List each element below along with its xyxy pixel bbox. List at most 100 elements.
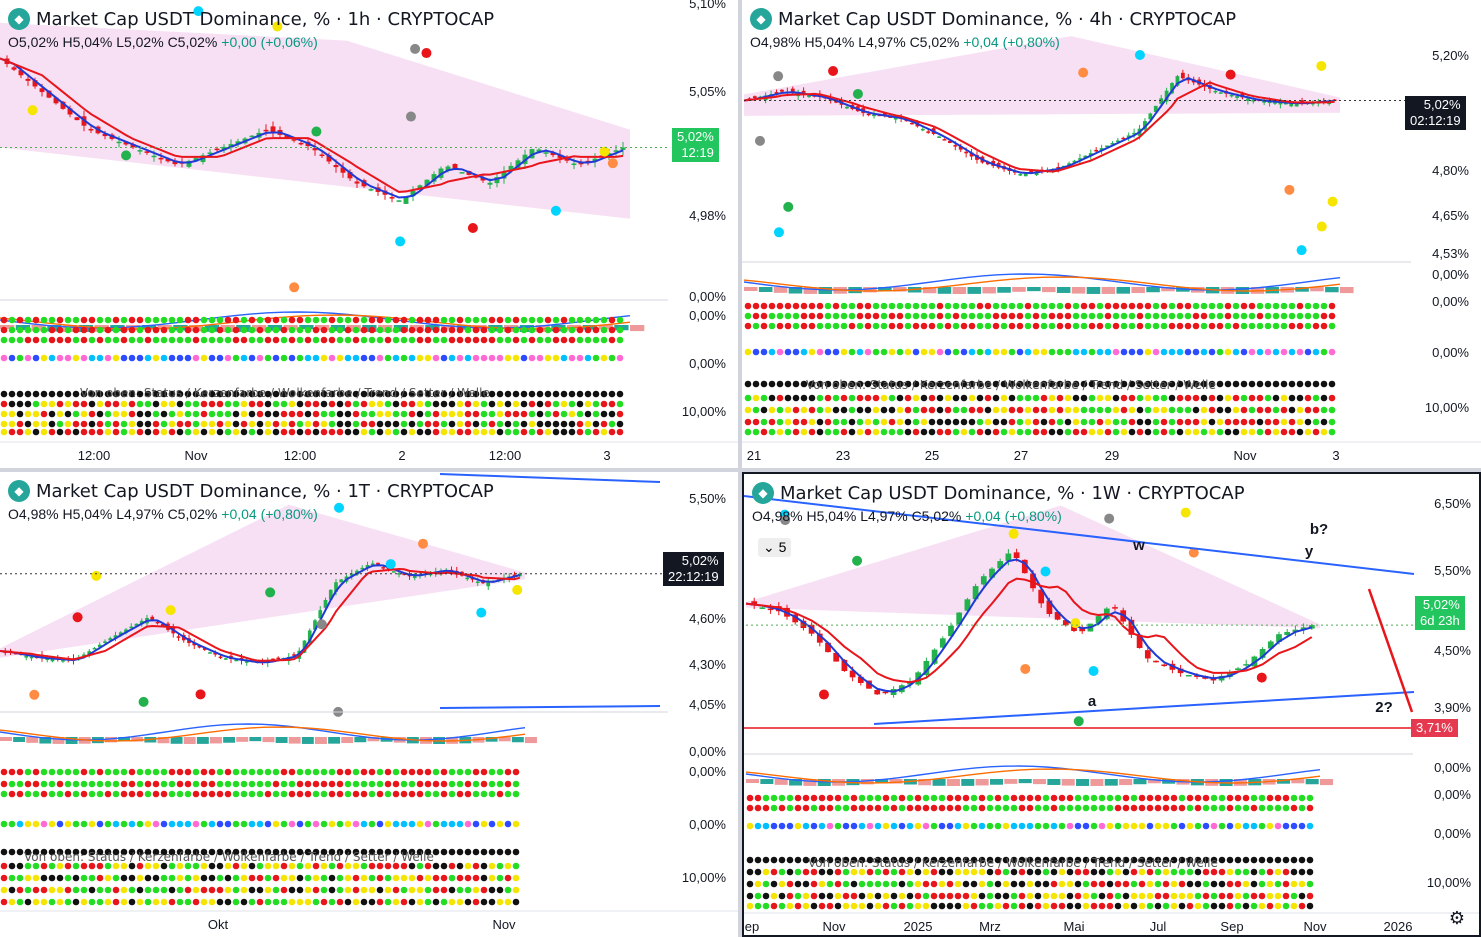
indicator-dot: [144, 400, 152, 408]
indicator-dot: [448, 400, 456, 408]
indicator-dot: [1064, 312, 1072, 320]
indicator-dot: [80, 848, 88, 856]
indicator-dot: [256, 400, 264, 408]
indicator-dot: [256, 790, 264, 798]
indicator-dot: [448, 390, 456, 398]
indicator-dot: [1000, 394, 1008, 402]
indicator-dot: [440, 410, 448, 418]
collapse-count-button[interactable]: ⌄ 5: [758, 538, 792, 557]
indicator-dot: [72, 326, 80, 334]
chart-1h[interactable]: 5,10%5,05%4,98%0,00%0,00%0,00%10,00%12:0…: [0, 0, 738, 468]
indicator-dot: [232, 768, 240, 776]
panel-1d[interactable]: 5,50% 4,60% 4,30% 4,05% 0,00% 0,00% 0,00% 10,00…: [0, 472, 738, 937]
indicator-dot: [144, 768, 152, 776]
indicator-dot: [746, 902, 754, 910]
indicator-dot: [936, 394, 944, 402]
indicator-dot: [778, 868, 786, 876]
chart-1d[interactable]: 5,50%4,60%4,30%4,05%0,00%0,00%0,00%10,00…: [0, 472, 738, 937]
indicator-dot: [192, 820, 200, 828]
indicator-dot: [392, 336, 400, 344]
indicator-dot: [464, 410, 472, 418]
indicator-dot: [1298, 902, 1306, 910]
indicator-dot: [136, 354, 144, 362]
horizontal-divider[interactable]: [0, 468, 1481, 472]
indicator-dot: [480, 336, 488, 344]
indicator-dot: [24, 874, 32, 882]
wave-label: b?: [1310, 521, 1328, 538]
indicator-dot: [312, 768, 320, 776]
indicator-dot: [746, 822, 754, 830]
candle-body: [767, 608, 774, 611]
indicator-dot: [56, 780, 64, 788]
indicator-dot: [288, 898, 296, 906]
indicator-dot: [264, 326, 272, 334]
indicator-dot: [408, 790, 416, 798]
candle-body: [24, 655, 29, 658]
indicator-dot: [240, 400, 248, 408]
indicator-dot: [1210, 856, 1218, 864]
indicator-dot: [96, 768, 104, 776]
indicator-dot: [1208, 406, 1216, 414]
indicator-dot: [336, 848, 344, 856]
indicator-dot: [986, 804, 994, 812]
indicator-dot: [810, 892, 818, 900]
indicator-dot: [136, 390, 144, 398]
indicator-dot: [914, 892, 922, 900]
indicator-dot: [512, 316, 520, 324]
indicator-dot: [112, 848, 120, 856]
indicator-dot: [592, 336, 600, 344]
panel-1w[interactable]: 6,50% 5,50% 4,50% 3,90% 0,00% 0,00% 0,00% 10,00…: [742, 472, 1481, 937]
indicator-dot: [0, 326, 8, 334]
indicator-dot: [384, 326, 392, 334]
indicator-dot: [760, 380, 768, 388]
chart-1w[interactable]: 6,50%5,50%4,50%3,90%0,00%0,00%0,00%10,00…: [744, 474, 1481, 937]
price-axis-label: 5,10%: [689, 0, 726, 11]
indicator-dot: [1160, 394, 1168, 402]
indicator-dot: [928, 418, 936, 426]
indicator-dot: [872, 418, 880, 426]
indicator-dot: [248, 862, 256, 870]
indicator-dot: [1008, 406, 1016, 414]
indicator-dot: [1112, 418, 1120, 426]
panel-4h[interactable]: 5,20% 4,80% 4,65% 4,53% 0,00% 0,00% 0,00% 10,00…: [742, 0, 1481, 468]
indicator-dot: [528, 326, 536, 334]
indicator-dot: [448, 420, 456, 428]
indicator-dot: [168, 326, 176, 334]
indicator-dot: [872, 406, 880, 414]
indicator-dot: [1242, 804, 1250, 812]
indicator-dot: [200, 390, 208, 398]
indicator-dot: [1146, 868, 1154, 876]
indicator-dot: [1026, 856, 1034, 864]
indicator-dot: [1264, 322, 1272, 330]
settings-gear-icon[interactable]: ⚙: [1448, 908, 1465, 928]
indicator-dot: [1088, 302, 1096, 310]
indicator-dot: [824, 302, 832, 310]
indicator-dot: [464, 390, 472, 398]
macd-histogram-bar: [774, 779, 788, 785]
indicator-dot: [1232, 406, 1240, 414]
indicator-dot: [1186, 880, 1194, 888]
indicator-dot: [208, 862, 216, 870]
indicator-dot: [480, 390, 488, 398]
indicator-dot: [834, 822, 842, 830]
chart-4h[interactable]: 5,20%4,80%4,65%4,53%0,00%0,00%0,00%10,00…: [742, 0, 1481, 468]
indicator-dot: [16, 410, 24, 418]
indicator-dot: [1042, 902, 1050, 910]
indicator-dot: [512, 326, 520, 334]
indicator-dot: [144, 428, 152, 436]
macd-histogram-bar: [1071, 287, 1086, 294]
indicator-dot: [1290, 880, 1298, 888]
indicator-dot: [1128, 394, 1136, 402]
indicator-dot: [192, 790, 200, 798]
indicator-dot: [304, 886, 312, 894]
indicator-dot: [160, 400, 168, 408]
indicator-dot: [424, 326, 432, 334]
indicator-dot: [376, 820, 384, 828]
macd-histogram-bar: [13, 737, 26, 742]
indicator-dot: [16, 768, 24, 776]
candle-body: [1229, 94, 1234, 97]
indicator-dot: [1128, 380, 1136, 388]
panel-1h[interactable]: 5,10% 5,05% 4,98% 0,00% 0,00% 0,00% 10,00% 12:0…: [0, 0, 738, 468]
indicator-dot: [1112, 322, 1120, 330]
indicator-dot: [826, 892, 834, 900]
